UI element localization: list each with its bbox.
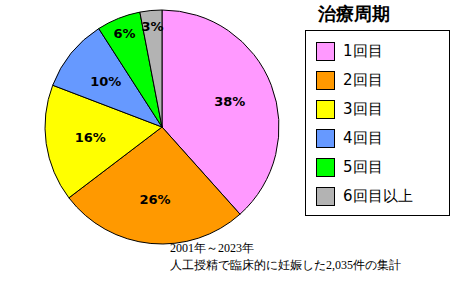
- html-text:2001年～2023年: 2001年～2023年: [170, 241, 254, 255]
- html-text:2回目: 2回目: [343, 71, 383, 89]
- svg-text:10%: 10%: [90, 74, 121, 89]
- html-text:5回目: 5回目: [343, 158, 383, 176]
- html-text:3回目: 3回目: [343, 100, 383, 118]
- html-text:6回目以上: 6回目以上: [343, 187, 413, 205]
- html-text:治療周期: 治療周期: [318, 3, 390, 24]
- svg-text:3%: 3%: [141, 19, 163, 34]
- html-text:4回目: 4回目: [343, 129, 383, 147]
- html-text:人工授精で臨床的に妊娠した2,035件の集計: 人工授精で臨床的に妊娠した2,035件の集計: [170, 258, 401, 272]
- svg-text:6%: 6%: [114, 26, 136, 41]
- html-text:1回目: 1回目: [343, 42, 383, 60]
- svg-text:26%: 26%: [140, 192, 171, 207]
- svg-text:38%: 38%: [214, 94, 245, 109]
- svg-text:16%: 16%: [75, 130, 106, 145]
